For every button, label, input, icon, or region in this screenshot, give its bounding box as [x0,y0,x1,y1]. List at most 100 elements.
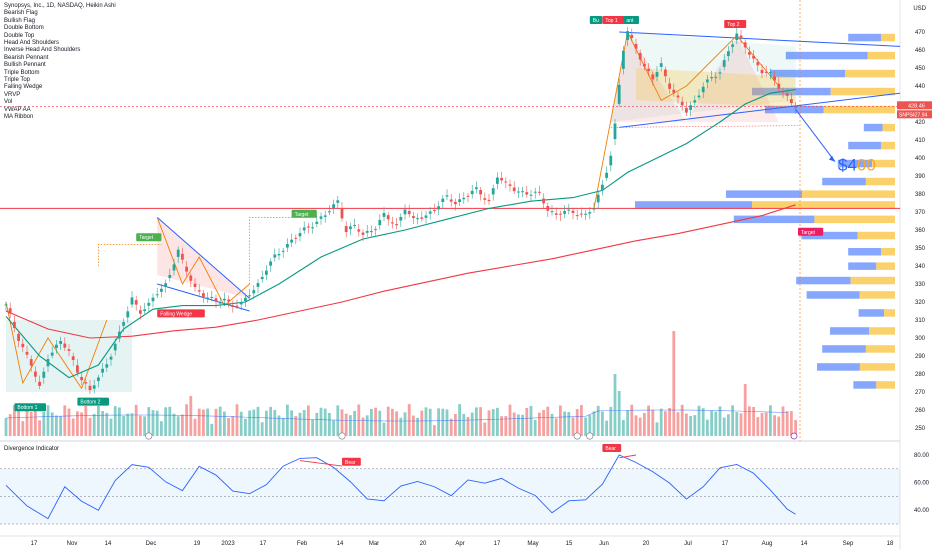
volume-profile-down [865,177,895,186]
candle-body [672,89,676,93]
candle-body [748,52,751,55]
candle-body [512,187,516,192]
volume-bar [248,410,251,436]
candle-body [491,188,495,195]
legend-item[interactable]: Triple Top [4,77,31,84]
candle-body [626,31,629,40]
legend-item[interactable]: Bearish Pennant [4,54,49,61]
volume-bar [630,404,634,436]
volume-bar [714,411,718,436]
ma-slow-line [5,204,796,339]
volume-bar [151,410,155,436]
candle-body [655,71,659,77]
legend-item[interactable]: VRVP [4,91,21,98]
time-tick-label: Sep [843,541,854,547]
legend-item[interactable]: VWAP AA [4,106,31,113]
volume-bar [365,415,369,436]
candle-body [294,237,298,239]
volume-bar [294,416,298,436]
candle-body [189,275,193,281]
candle-body [151,297,155,302]
candle-body [88,385,92,391]
volume-bar [512,412,516,436]
price-tick-label: 300 [915,336,926,342]
candle-body [563,210,566,214]
volume-bar [13,405,16,436]
candle-body [689,105,692,110]
volume-bar [265,410,268,436]
price-target-suffix: 00 [857,156,876,175]
symbol-title[interactable]: Synopsys, Inc., 1D, NASDAQ, Heikin Ashi [4,3,116,9]
double-top-right [686,35,779,122]
double-top-left [610,32,687,122]
divergence-title[interactable]: Divergence Indicator [4,446,60,452]
price-tick-label: 380 [915,192,926,198]
candle-body [323,215,327,217]
volume-bar [134,404,138,436]
volume-bar [147,407,151,436]
legend-item[interactable]: MA Ribbon [4,114,34,121]
candle-body [374,229,377,231]
time-tick-label: Dec [146,541,157,547]
candle-body [256,283,260,287]
price-target-annotation: $400 [838,156,876,175]
candle-body [344,226,348,233]
volume-bar [76,411,79,436]
candle-body [764,71,768,73]
candle-body [97,377,100,382]
candle-body [126,311,130,318]
time-tick-label: Feb [297,541,308,547]
legend-item[interactable]: Vol [4,99,13,106]
legend-item[interactable]: Inverse Head And Shoulders [4,47,81,54]
projection-arrow [795,109,836,162]
volume-bar [197,408,201,436]
legend-item[interactable]: Double Bottom [4,25,44,32]
candle-body [449,199,453,202]
label-bear-2-bg [602,443,622,452]
volume-bar [307,405,310,436]
volume-bar [260,422,264,436]
legend-item[interactable]: Head And Shoulders [4,40,60,47]
candle-body [550,211,554,213]
volume-bar [445,409,449,436]
volume-bar [206,408,209,436]
candle-body [185,266,188,272]
time-tick-label: 17 [494,541,501,547]
price-tick-label: 310 [915,318,926,324]
volume-bar [256,406,260,436]
candle-body [302,227,306,231]
volume-bar [701,408,705,436]
candle-body [181,253,184,260]
candle-body [487,199,491,202]
candle-body [722,60,726,67]
legend-item[interactable]: Triple Bottom [4,69,40,76]
candle-body [84,382,88,384]
label-top-2: Top 2 [727,22,739,28]
volume-bar [722,417,726,436]
legend-item[interactable]: Bearish Flag [4,10,38,17]
volume-bar [664,411,667,436]
candle-body [643,63,646,67]
candle-body [718,72,722,74]
candle-body [752,55,755,59]
volume-profile-up [726,190,803,198]
candle-body [260,276,264,280]
volume-bar [731,405,734,436]
legend-item[interactable]: Bullish Pennant [4,62,46,69]
candle-body [445,195,449,197]
volume-profile-up [796,276,851,285]
legend-item[interactable]: Falling Wedge [4,84,43,91]
candle-body [13,321,16,328]
volume-bar [622,419,625,436]
legend-item[interactable]: Double Top [4,32,35,39]
candle-body [794,106,797,108]
volume-profile-down [859,363,895,371]
volume-bar [353,410,356,436]
volume-bar [71,418,75,436]
legend-item[interactable]: Bullish Flag [4,17,36,24]
volume-bar [168,406,172,436]
volume-bar [97,405,100,436]
volume-bar [773,415,776,436]
